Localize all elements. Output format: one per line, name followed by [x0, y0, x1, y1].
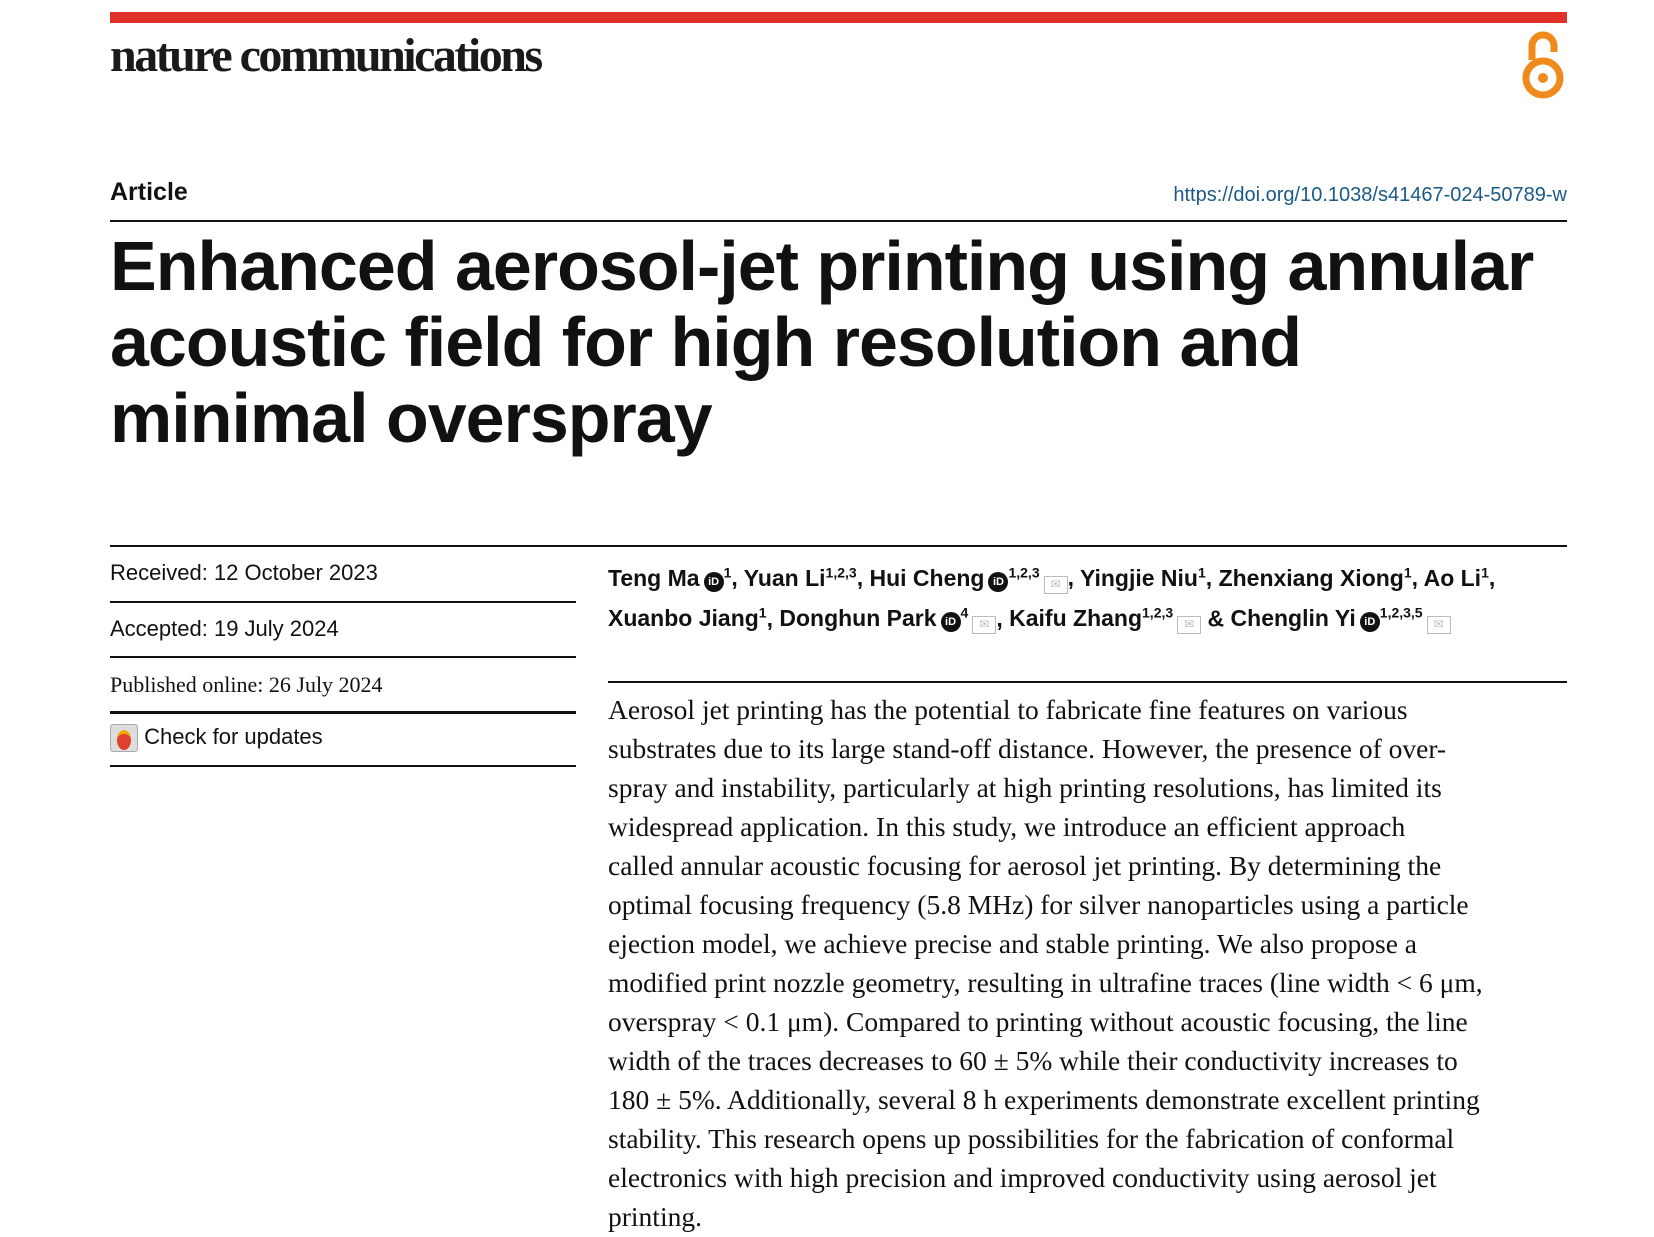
- author[interactable]: Zhenxiang Xiong1: [1218, 564, 1412, 591]
- abstract: Aerosol jet printing has the potential t…: [608, 690, 1578, 1236]
- author[interactable]: Teng Ma iD1: [608, 564, 732, 592]
- received-date: Received: 12 October 2023: [110, 560, 378, 585]
- abstract-line: ejection model, we achieve precise and s…: [608, 928, 1418, 959]
- author-name: Ao Li: [1423, 564, 1482, 591]
- author[interactable]: Hui Cheng iD1,2,3✉: [869, 564, 1068, 594]
- affiliation-marker: 1: [1403, 564, 1412, 580]
- email-icon[interactable]: ✉: [1043, 575, 1068, 594]
- orcid-icon[interactable]: iD: [988, 571, 1009, 592]
- orcid-icon[interactable]: iD: [940, 612, 961, 633]
- divider: [110, 601, 576, 603]
- affiliation-marker: 1,2,3: [825, 564, 857, 580]
- article-title: Enhanced aerosol-jet printing using annu…: [110, 228, 1580, 456]
- published-date: Published online: 26 July 2024: [110, 672, 383, 697]
- affiliation-marker: 1,2,3: [1142, 604, 1174, 621]
- title-line: Enhanced aerosol-jet printing using annu…: [110, 227, 1534, 305]
- author-name: Zhenxiang Xiong: [1218, 564, 1404, 591]
- title-line: acoustic field for high resolution and: [110, 303, 1302, 381]
- affiliation-marker: 1: [1481, 564, 1489, 580]
- affiliation-marker: 1: [723, 564, 732, 580]
- open-access-lock-icon: [1522, 31, 1564, 99]
- abstract-line: electronics with high precision and impr…: [608, 1162, 1437, 1193]
- doi-link[interactable]: https://doi.org/10.1038/s41467-024-50789…: [1173, 184, 1567, 206]
- abstract-line: printing.: [608, 1201, 702, 1232]
- divider: [110, 220, 1567, 222]
- abstract-line: stability. This research opens up possib…: [608, 1123, 1455, 1154]
- author-name: Yingjie Niu: [1079, 564, 1198, 591]
- orcid-icon[interactable]: iD: [703, 571, 724, 592]
- author-name: Chenglin Yi: [1230, 605, 1356, 632]
- article-type: Article: [110, 178, 188, 206]
- author[interactable]: Chenglin Yi iD1,2,3,5✉: [1230, 604, 1451, 635]
- author[interactable]: Ao Li1: [1423, 564, 1489, 591]
- author-name: Hui Cheng: [869, 564, 985, 591]
- author[interactable]: Xuanbo Jiang1: [608, 604, 767, 632]
- author[interactable]: Donghun Park iD4✉: [779, 604, 997, 635]
- author[interactable]: Kaifu Zhang1,2,3✉: [1009, 604, 1202, 635]
- divider: [110, 545, 1567, 547]
- author-list: Teng Ma iD1, Yuan Li1,2,3, Hui Cheng iD1,2…: [608, 555, 1568, 636]
- author-name: Teng Ma: [608, 564, 700, 591]
- title-line: minimal overspray: [110, 379, 713, 457]
- abstract-line: modified print nozzle geometry, resultin…: [608, 967, 1483, 998]
- abstract-line: widespread application. In this study, w…: [608, 811, 1406, 842]
- affiliation-marker: 1: [758, 604, 767, 621]
- check-for-updates-button[interactable]: Check for updates: [110, 724, 576, 753]
- author-name: Donghun Park: [779, 605, 937, 632]
- author-name: Xuanbo Jiang: [608, 605, 759, 632]
- author[interactable]: Yingjie Niu1: [1079, 564, 1206, 591]
- journal-name: nature communications: [110, 29, 543, 82]
- divider: [110, 765, 576, 767]
- accepted-date: Accepted: 19 July 2024: [110, 616, 339, 641]
- divider: [110, 656, 576, 658]
- email-icon[interactable]: ✉: [1426, 616, 1451, 635]
- author-name: Yuan Li: [743, 564, 826, 591]
- abstract-line: overspray < 0.1 μm). Compared to printin…: [608, 1006, 1468, 1037]
- author-name: Kaifu Zhang: [1009, 605, 1143, 632]
- abstract-line: called annular acoustic focusing for aer…: [608, 850, 1442, 881]
- abstract-line: spray and instability, particularly at h…: [608, 772, 1442, 803]
- check-for-updates-label: Check for updates: [144, 724, 323, 749]
- affiliation-marker: 1,2,3: [1008, 564, 1040, 580]
- affiliation-marker: 1,2,3,5: [1379, 604, 1423, 621]
- journal-accent-bar: [110, 12, 1567, 23]
- abstract-line: 180 ± 5%. Additionally, several 8 h expe…: [608, 1084, 1480, 1115]
- email-icon[interactable]: ✉: [972, 616, 997, 635]
- affiliation-marker: 4: [960, 604, 969, 621]
- orcid-icon[interactable]: iD: [1359, 612, 1380, 633]
- abstract-line: substrates due to its large stand-off di…: [608, 733, 1447, 764]
- email-icon[interactable]: ✉: [1177, 616, 1202, 635]
- divider: [608, 681, 1567, 683]
- abstract-line: optimal focusing frequency (5.8 MHz) for…: [608, 889, 1469, 920]
- divider: [110, 711, 576, 714]
- author[interactable]: Yuan Li1,2,3: [743, 564, 857, 591]
- check-for-updates-icon: [110, 724, 138, 753]
- abstract-line: width of the traces decreases to 60 ± 5%…: [608, 1045, 1458, 1076]
- abstract-line: Aerosol jet printing has the potential t…: [608, 694, 1408, 725]
- affiliation-marker: 1: [1197, 564, 1206, 580]
